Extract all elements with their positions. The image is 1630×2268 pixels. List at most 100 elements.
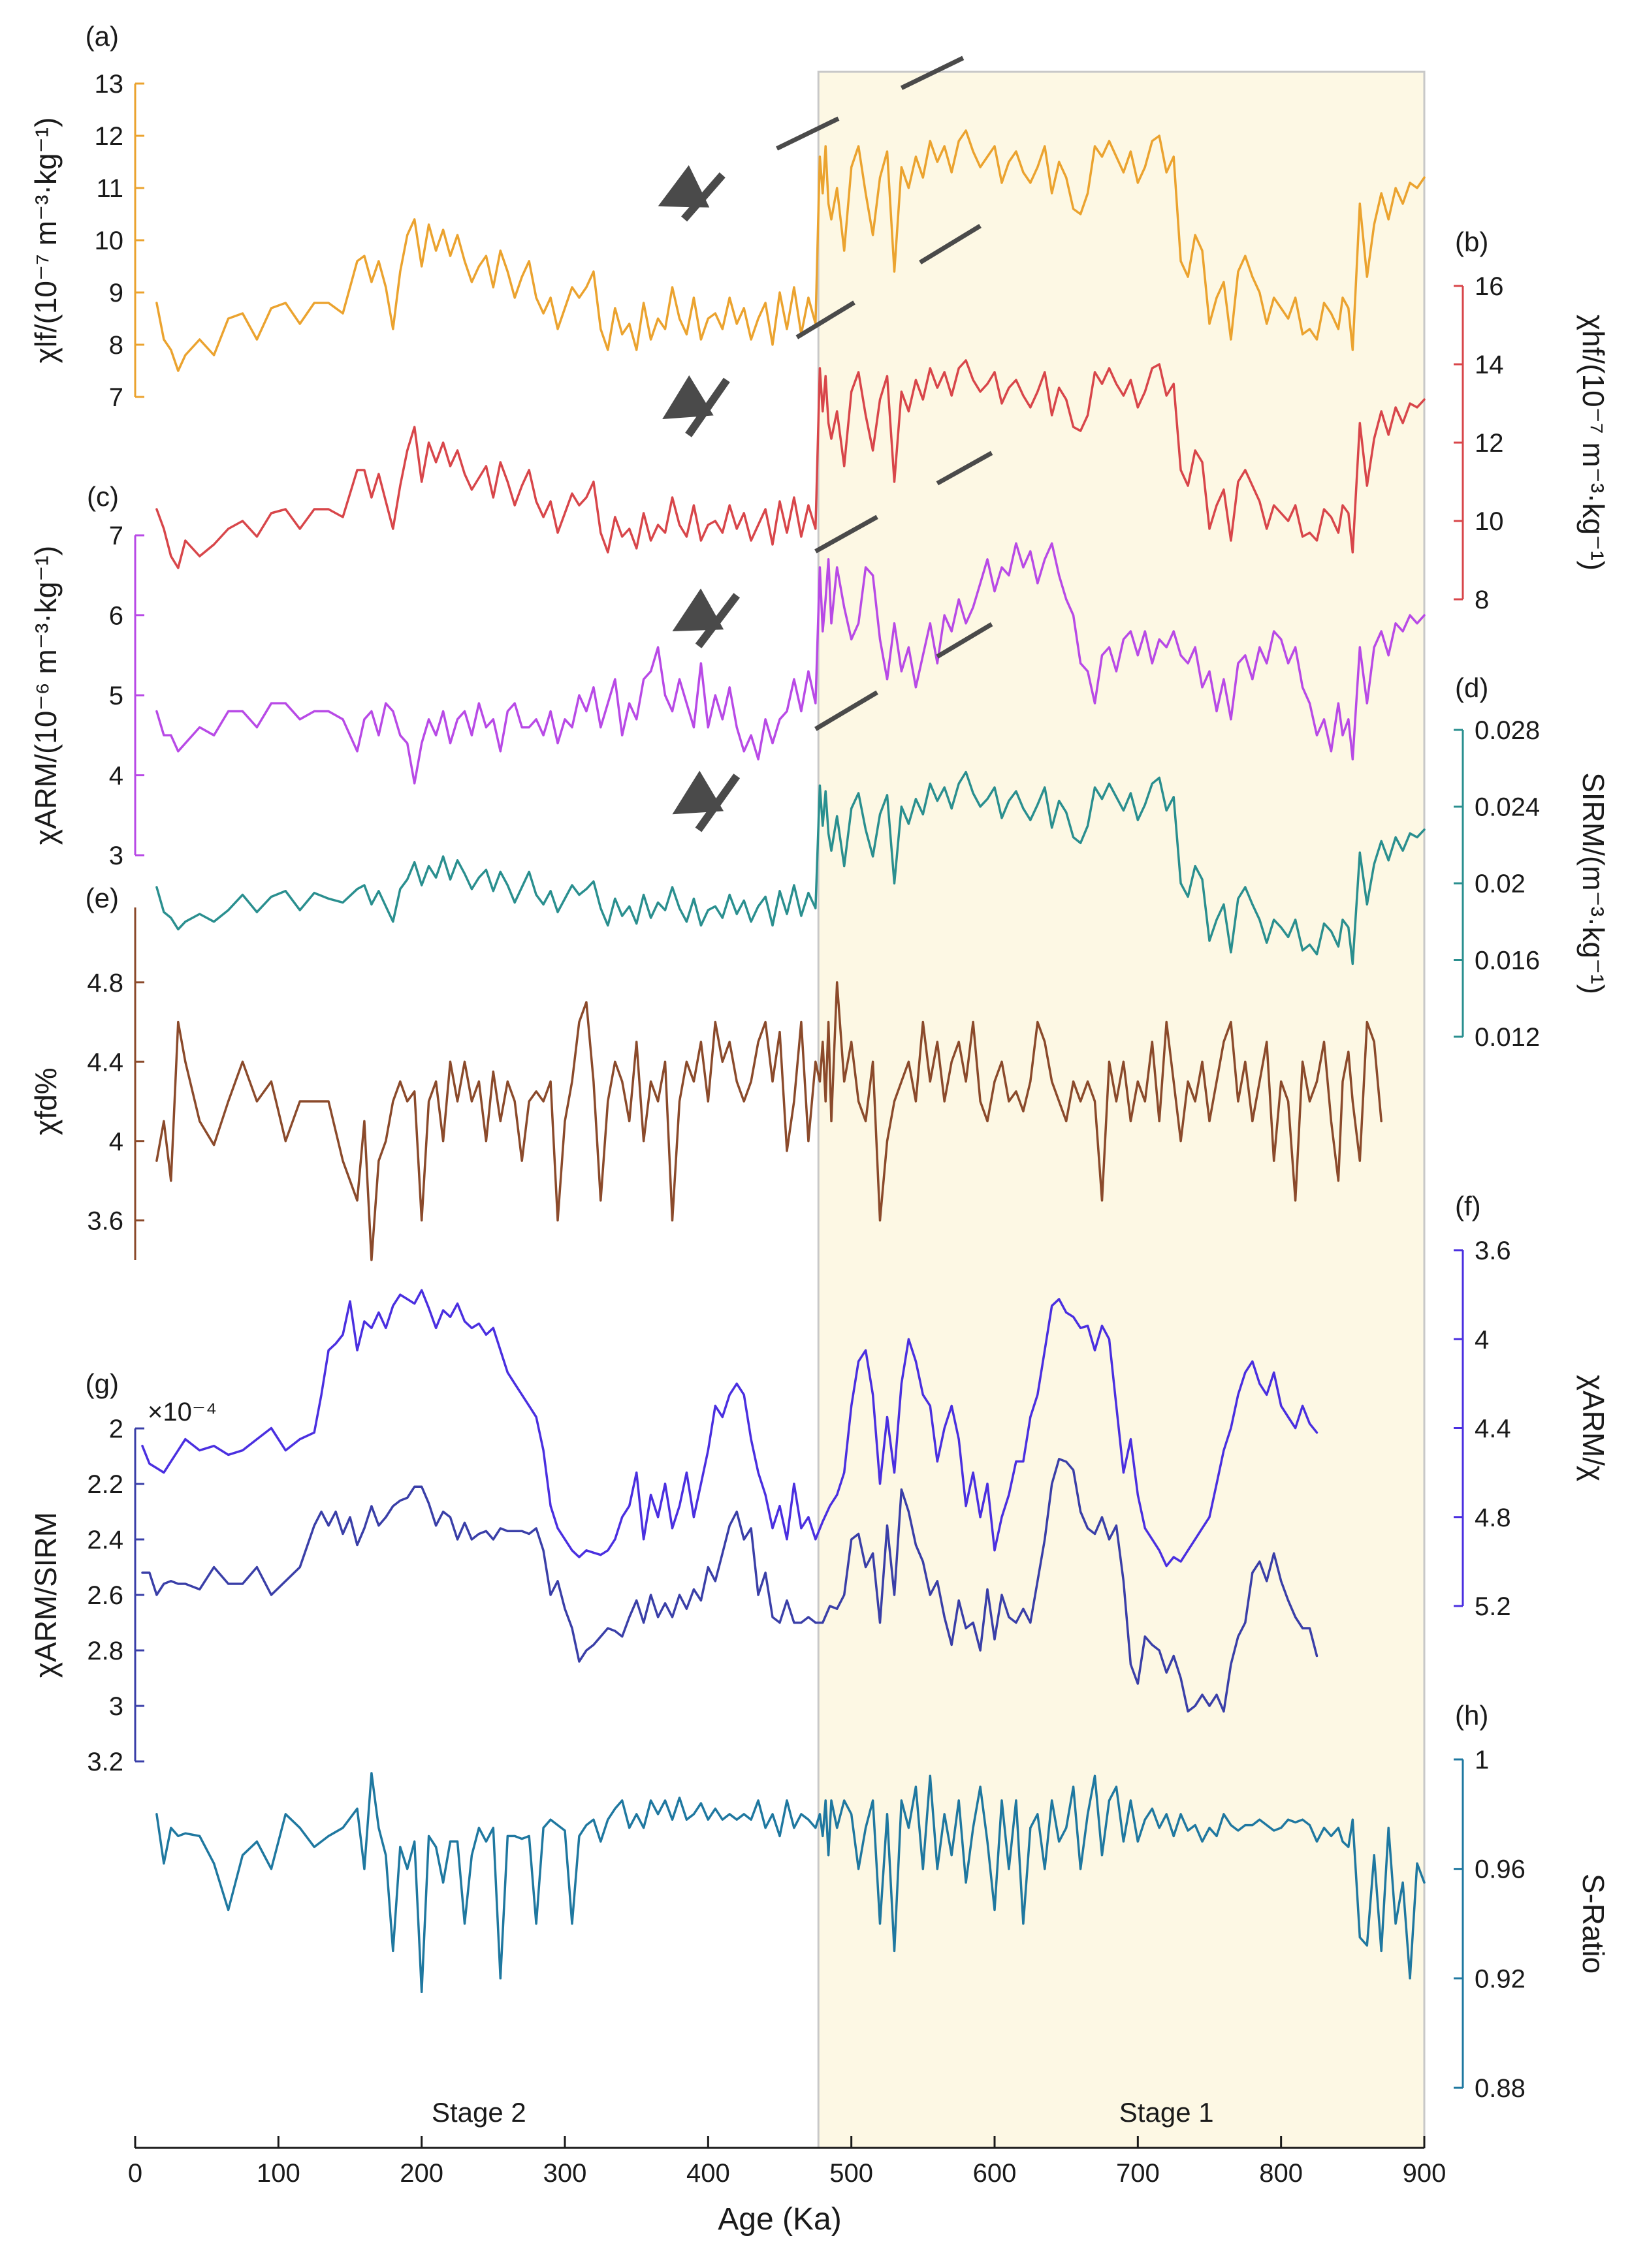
panel-a-tick-label: 8 xyxy=(109,331,123,360)
panel-e-label: (e) xyxy=(86,883,119,913)
panel-e-axis-title: χfd% xyxy=(29,1067,63,1135)
panel-d-tick-label: 0.016 xyxy=(1475,947,1540,975)
panel-a: 7 8 9 10 11 12 13 (a) χlf/(10⁻⁷ m⁻³·kg⁻¹) xyxy=(29,21,1426,412)
stage-1-label: Stage 1 xyxy=(1119,2097,1214,2128)
panel-b-label: (b) xyxy=(1455,227,1488,257)
panel-h-label: (h) xyxy=(1455,1700,1488,1731)
x-tick-label: 400 xyxy=(686,2159,730,2188)
panel-g-tick-label: 2.6 xyxy=(87,1581,123,1610)
panel-a-tick-label: 7 xyxy=(109,383,123,412)
panel-g-tick-label: 3 xyxy=(109,1692,123,1721)
panel-a-trend-dash-2 xyxy=(900,55,965,90)
panel-b-tick-label: 12 xyxy=(1475,429,1504,458)
panel-c: 3 4 5 6 7 (c) χARM/(10⁻⁶ m⁻³·kg⁻¹) xyxy=(29,450,1426,870)
panel-f-tick-label: 4 xyxy=(1475,1325,1489,1354)
panel-c-trend-dash-2 xyxy=(936,450,993,486)
panel-c-tick-label: 4 xyxy=(109,762,123,791)
panel-a-tick-label: 11 xyxy=(96,174,123,203)
panel-c-tick-label: 3 xyxy=(109,842,123,870)
panel-a-trend-dash-1 xyxy=(776,116,840,151)
panel-c-tick-label: 5 xyxy=(109,682,123,710)
panel-b-tick-label: 16 xyxy=(1475,272,1504,301)
panel-b-trend-arrow-head xyxy=(662,375,714,419)
x-tick-label: 200 xyxy=(400,2159,443,2188)
panel-g-series-line xyxy=(141,1458,1318,1713)
panel-h-series-line xyxy=(155,1772,1426,1994)
panel-a-tick-label: 10 xyxy=(95,227,124,255)
panel-c-axis-title: χARM/(10⁻⁶ m⁻³·kg⁻¹) xyxy=(29,546,63,845)
panel-b-trend-dash-1 xyxy=(795,300,855,339)
panel-c-series-line xyxy=(155,542,1426,785)
panel-f-tick-label: 4.4 xyxy=(1475,1415,1511,1443)
x-axis: 0 100 200 300 400 500 600 700 800 900 Age (Ka) xyxy=(128,2136,1446,2237)
panel-h-tick-label: 0.88 xyxy=(1475,2074,1526,2103)
panel-d-tick-label: 0.012 xyxy=(1475,1023,1540,1052)
panel-f-tick-label: 5.2 xyxy=(1475,1592,1511,1621)
panel-h-tick-label: 1 xyxy=(1475,1746,1489,1774)
panel-g-label: (g) xyxy=(86,1368,119,1399)
panel-d-tick-label: 0.02 xyxy=(1475,870,1526,898)
panel-a-label: (a) xyxy=(86,21,119,52)
panel-g-tick-label: 2.8 xyxy=(87,1637,123,1665)
panel-b-axis-title: χhf/(10⁻⁷ m⁻³·kg⁻¹) xyxy=(1576,315,1610,571)
panel-d-label: (d) xyxy=(1455,672,1488,703)
panel-e: 3.6 4 4.4 4.8 (e) χfd% xyxy=(29,883,1382,1261)
x-tick-label: 600 xyxy=(973,2159,1017,2188)
x-tick-label: 700 xyxy=(1116,2159,1160,2188)
stage-2-label: Stage 2 xyxy=(432,2097,526,2128)
panel-a-tick-label: 13 xyxy=(95,70,124,99)
panel-b-tick-label: 10 xyxy=(1475,507,1504,536)
panel-c-trend-arrow-head xyxy=(672,588,724,631)
panel-h-tick-label: 0.92 xyxy=(1475,1964,1526,1993)
panel-g-multiplier: ×10⁻⁴ xyxy=(148,1398,217,1426)
panel-e-tick-label: 3.6 xyxy=(87,1206,123,1235)
panel-h: 0.88 0.92 0.96 1 (h) S-Ratio xyxy=(155,1700,1610,2103)
x-tick-label: 500 xyxy=(829,2159,873,2188)
panel-e-series-line xyxy=(155,981,1382,1261)
panel-e-tick-label: 4.4 xyxy=(87,1048,123,1077)
panel-c-trend-dash-1 xyxy=(814,514,878,554)
x-axis-title: Age (Ka) xyxy=(718,2202,841,2237)
panel-f: 3.6 4 4.4 4.8 5.2 (f) χARM/χ xyxy=(141,1191,1610,1621)
panel-a-tick-label: 12 xyxy=(95,122,124,151)
panel-h-tick-label: 0.96 xyxy=(1475,1855,1526,1884)
panel-b-trend-dash-2 xyxy=(919,224,982,264)
panel-c-tick-label: 6 xyxy=(109,602,123,631)
panel-b-tick-label: 14 xyxy=(1475,351,1504,379)
panel-d-trend-dash-2 xyxy=(936,622,993,659)
x-tick-label: 0 xyxy=(128,2159,142,2188)
panel-g: 2 2.2 2.4 2.6 2.8 3 3.2 (g) χARM/SIRM ×10⁻⁴ xyxy=(29,1368,1318,1776)
panel-d-tick-label: 0.024 xyxy=(1475,793,1540,822)
panel-f-tick-label: 4.8 xyxy=(1475,1504,1511,1532)
panel-b: 8 10 12 14 16 (b) χhf/(10⁻⁷ m⁻³·kg⁻¹) xyxy=(155,224,1610,614)
panel-d-tick-label: 0.028 xyxy=(1475,716,1540,745)
panel-f-series-line xyxy=(141,1289,1318,1567)
panel-f-tick-label: 3.6 xyxy=(1475,1236,1511,1265)
panel-d-trend-arrow-head xyxy=(672,770,724,815)
panel-a-series-line xyxy=(155,129,1426,372)
panel-d-trend-dash-1 xyxy=(814,690,878,731)
panel-c-label: (c) xyxy=(87,481,119,512)
panel-a-tick-label: 9 xyxy=(109,279,123,307)
panel-f-label: (f) xyxy=(1455,1191,1481,1221)
panel-g-axis-title: χARM/SIRM xyxy=(29,1512,63,1678)
x-tick-label: 100 xyxy=(257,2159,300,2188)
stage-1-shading xyxy=(817,71,1426,2149)
panel-g-tick-label: 2.2 xyxy=(87,1470,123,1499)
panel-b-tick-label: 8 xyxy=(1475,586,1489,614)
panel-g-tick-label: 2.4 xyxy=(87,1526,123,1554)
panel-e-tick-label: 4.8 xyxy=(87,969,123,998)
x-tick-label: 900 xyxy=(1403,2159,1446,2188)
panel-e-tick-label: 4 xyxy=(109,1127,123,1156)
x-tick-label: 800 xyxy=(1259,2159,1303,2188)
panel-h-axis-title: S-Ratio xyxy=(1576,1874,1610,1974)
panel-b-series-line xyxy=(155,359,1426,569)
x-ticks: 0 100 200 300 400 500 600 700 800 900 xyxy=(128,2136,1446,2188)
panel-d-series-line xyxy=(155,770,1426,966)
panel-a-trend-arrow-head xyxy=(658,165,710,208)
panel-c-tick-label: 7 xyxy=(109,522,123,550)
panel-f-axis-title: χARM/χ xyxy=(1576,1375,1610,1481)
panel-g-tick-label: 2 xyxy=(109,1415,123,1443)
